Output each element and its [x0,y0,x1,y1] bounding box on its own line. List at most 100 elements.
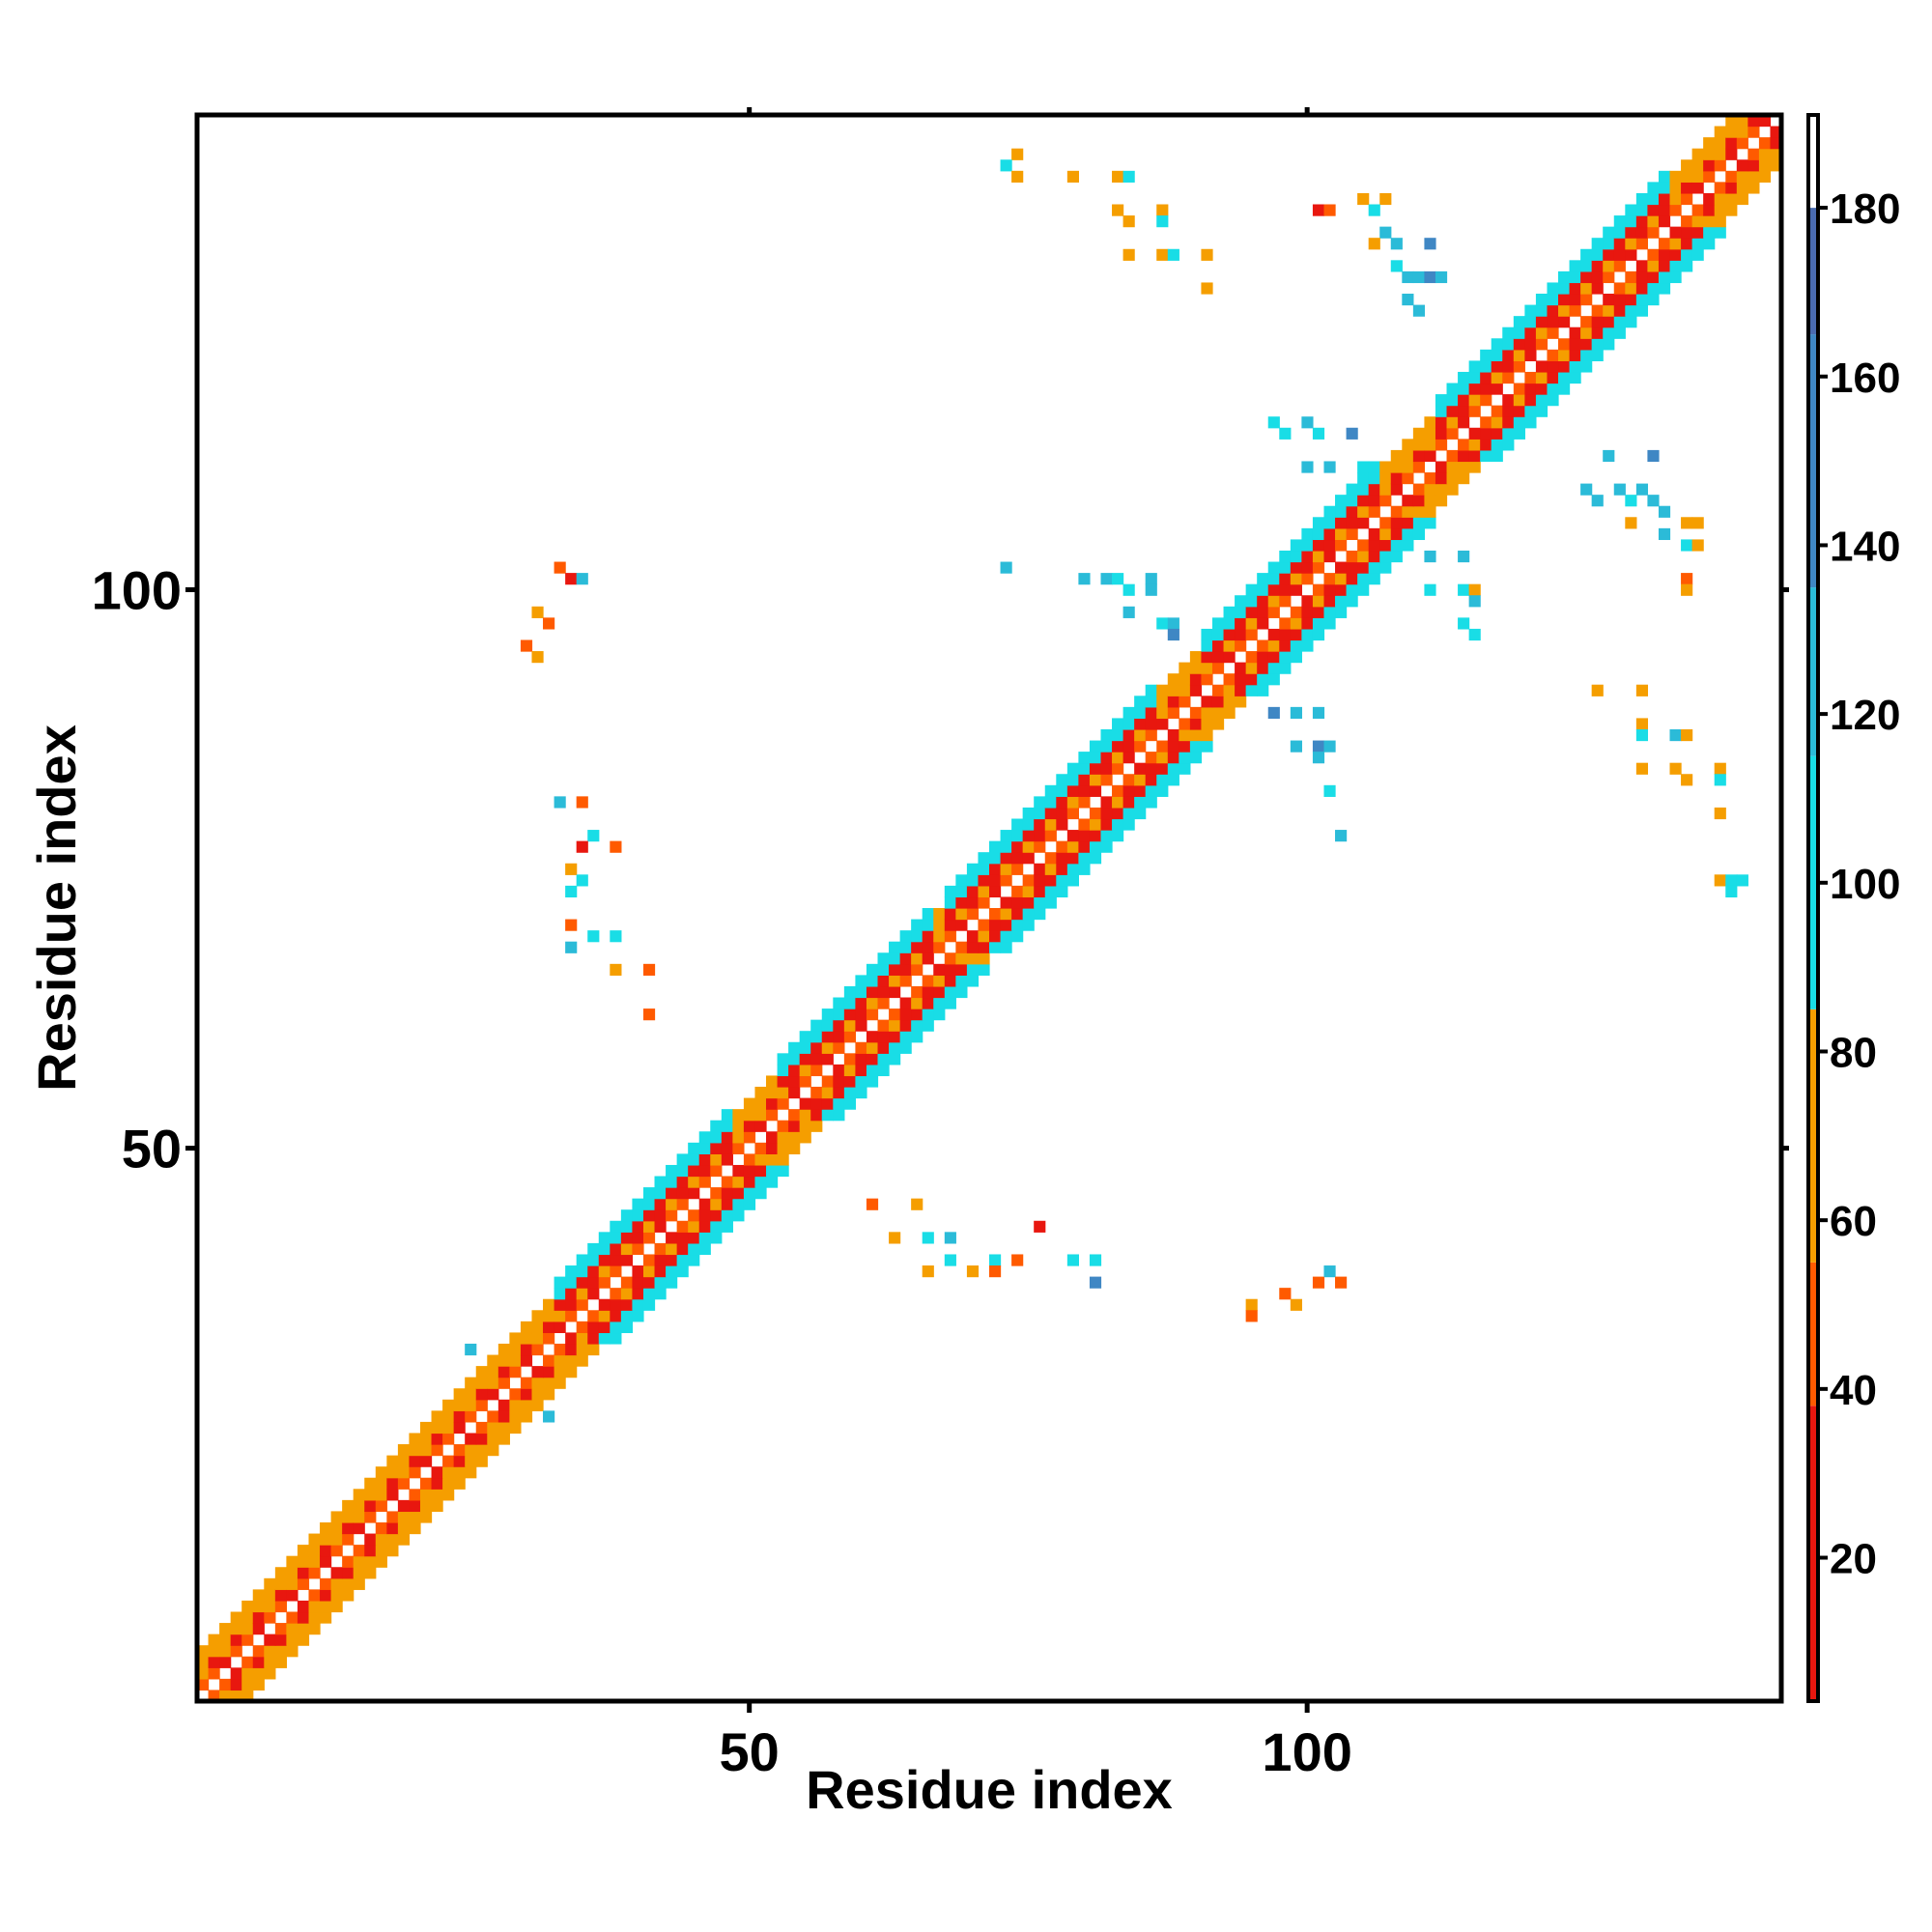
contact-cell [766,1131,779,1144]
contact-cell [1100,807,1113,820]
contact-cell [520,1354,533,1367]
contact-cell [620,1242,634,1256]
contact-cell [1535,316,1548,328]
contact-cell [1635,684,1649,696]
contact-cell [1681,192,1693,206]
contact-cell [632,1220,644,1233]
contact-cell [1189,752,1203,764]
contact-cell [1279,573,1292,585]
contact-cell [877,997,890,1009]
contact-cell [1758,115,1772,128]
contact-cell [1100,752,1113,764]
contact-cell [610,1288,622,1300]
contact-cell [1725,874,1738,887]
contact-cell [520,639,533,652]
contact-cell [1000,919,1012,931]
contact-cell [1301,550,1314,563]
contact-cell [1513,405,1525,417]
contact-cell [1547,349,1559,361]
contact-cell [565,1276,578,1289]
contact-cell [676,1153,689,1166]
contact-cell [509,1399,522,1411]
contact-cell [1647,204,1660,216]
contact-cell [1323,583,1336,596]
contact-cell [342,1555,355,1568]
contact-cell [1747,126,1760,138]
contact-cell [1368,238,1380,250]
contact-cell [1279,1288,1292,1300]
contact-cell [1034,896,1046,909]
contact-cell [688,1142,700,1154]
contact-cell [1267,651,1280,664]
contact-cell [487,1377,499,1389]
contact-cell [978,930,990,943]
contact-cell [1513,338,1525,351]
contact-cell [264,1667,276,1680]
contact-cell [944,908,956,921]
contact-cell [899,952,912,965]
contact-cell [1390,517,1403,529]
contact-cell [1290,561,1302,574]
contact-cell [1424,238,1436,250]
contact-cell [1736,192,1748,206]
contact-cell [1211,684,1225,696]
contact-cell [419,1455,433,1467]
contact-cell [654,1198,667,1210]
contact-cell [642,1254,656,1266]
contact-cell [955,975,968,987]
contact-cell [1547,360,1559,373]
contact-cell [1714,182,1726,194]
contact-cell [1736,874,1748,887]
contact-cell [1703,148,1716,160]
contact-cell [465,1399,477,1411]
contact-cell [1569,282,1581,295]
contact-cell [1736,170,1748,183]
colorbar-segment [1808,208,1818,335]
contact-cell [1681,215,1693,228]
contact-cell [1725,204,1738,216]
contact-cell [1368,495,1380,507]
contact-cell [1412,427,1426,440]
contact-cell [1591,316,1604,328]
contact-cell [297,1623,310,1635]
contact-cell [1312,517,1325,529]
contact-cell [1725,126,1738,138]
contact-cell [642,1198,656,1210]
contact-cell [1691,159,1704,172]
contact-cell [1301,539,1314,552]
contact-cell [386,1466,399,1479]
contact-cell [1034,863,1046,875]
contact-cell [833,1109,845,1122]
contact-cell [1379,517,1392,529]
contact-cell [1458,439,1470,451]
contact-cell [1167,628,1179,641]
contact-cell [1100,762,1113,775]
contact-cell [397,1477,411,1490]
contact-cell [1335,561,1348,574]
contact-cell [330,1545,343,1557]
contact-cell [1635,260,1649,272]
contact-cell [1703,159,1716,172]
contact-cell [1122,807,1135,820]
contact-cell [821,1009,834,1021]
contact-cell [1591,338,1604,351]
contact-cell [1435,416,1448,429]
contact-cell [419,1499,433,1513]
contact-cell [610,1242,622,1256]
contact-cell [1100,774,1113,786]
contact-cell [1346,527,1358,541]
contact-cell [1267,561,1280,574]
colorbar-tick-label: 100 [1830,861,1900,908]
contact-cell [654,1242,667,1256]
contact-cell [1591,684,1604,696]
contact-cell [419,1489,433,1501]
contact-cell [1424,449,1436,463]
contact-cell [1189,651,1203,664]
contact-cell [1591,282,1604,295]
contact-cell [1089,818,1102,831]
contact-cell [1480,439,1492,451]
contact-cell [1056,863,1068,875]
contact-cell [1736,182,1748,194]
contact-cell [1034,807,1046,820]
contact-cell [598,1254,611,1266]
